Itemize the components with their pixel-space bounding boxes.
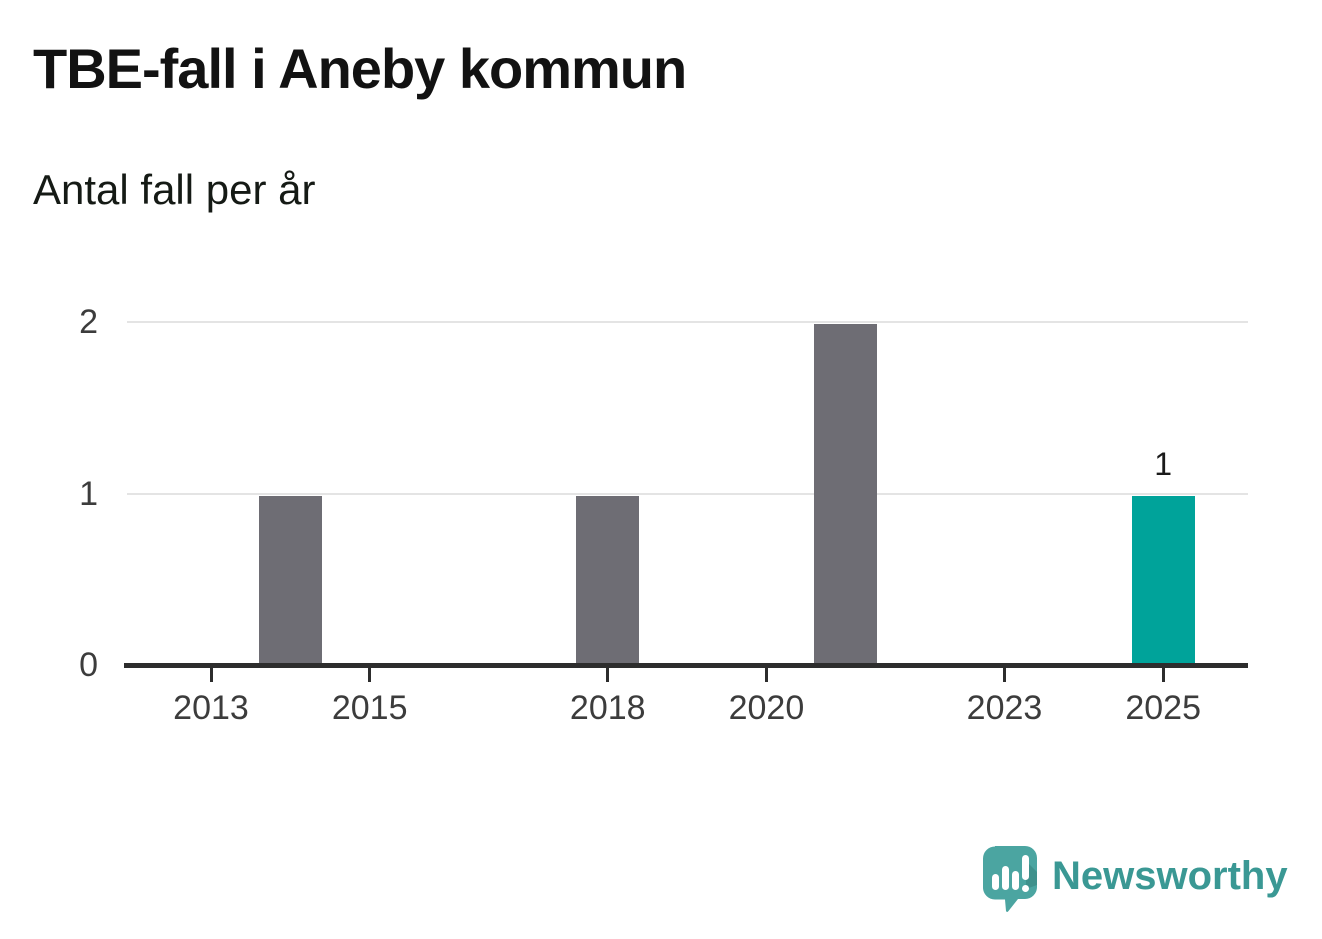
bar-2018 <box>576 495 640 665</box>
gridline-y1 <box>127 492 1248 495</box>
x-axis-tick-label-2025: 2025 <box>1125 689 1201 727</box>
y-axis-tick-label: 0 <box>79 646 98 684</box>
chart-subtitle: Antal fall per år <box>33 166 316 213</box>
bar-2025 <box>1131 495 1195 665</box>
bar-2021 <box>814 324 878 665</box>
x-axis-line <box>124 663 1248 668</box>
x-axis-tick-label-2013: 2013 <box>173 689 249 727</box>
gridline-y2 <box>127 321 1248 323</box>
x-axis-tick-label-2023: 2023 <box>966 689 1043 727</box>
brand-wordmark: Newsworthy <box>1052 853 1288 898</box>
x-axis-tick-2013 <box>209 668 213 682</box>
chart-title: TBE-fall i Aneby kommun <box>33 37 687 100</box>
x-axis-tick-2020 <box>764 668 768 682</box>
y-axis-tick-label: 2 <box>79 303 98 341</box>
bar-2014 <box>258 495 322 665</box>
y-axis-tick-label: 1 <box>79 474 98 513</box>
x-axis-tick-2018 <box>606 668 610 682</box>
x-axis-tick-2015 <box>368 668 372 682</box>
x-axis-tick-label-2018: 2018 <box>569 689 646 727</box>
newsworthy-logo-icon <box>983 846 1037 912</box>
x-axis-tick-2025 <box>1161 668 1165 682</box>
x-axis-tick-2023 <box>1003 668 1006 682</box>
x-axis-tick-label-2020: 2020 <box>728 689 805 727</box>
brand-footer: Newsworthy <box>982 845 1288 913</box>
bar-value-label: 1 <box>1154 445 1173 482</box>
x-axis-tick-label-2015: 2015 <box>331 689 408 727</box>
